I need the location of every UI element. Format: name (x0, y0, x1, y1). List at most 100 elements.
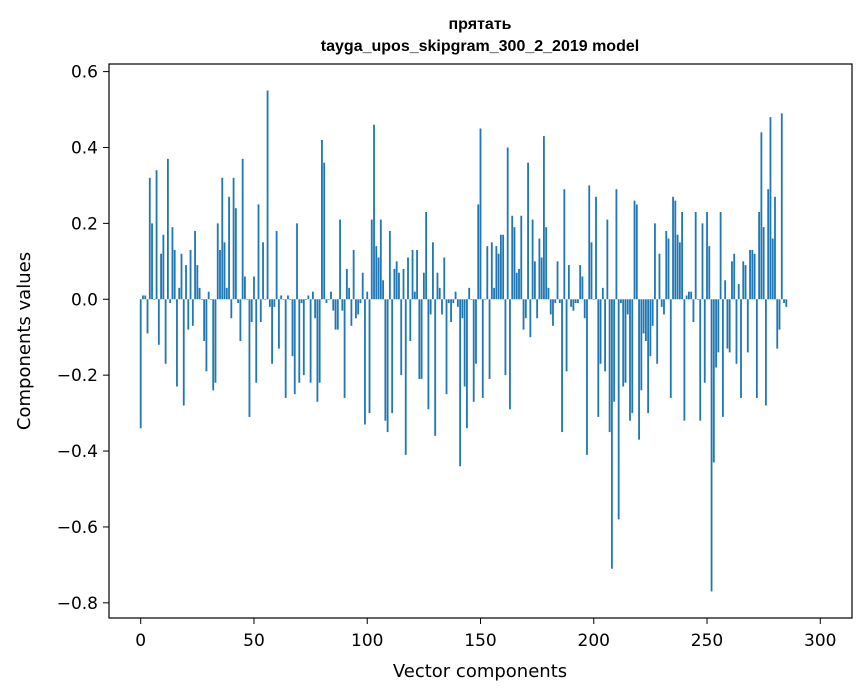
bar-151 (481, 299, 484, 398)
x-tick-label: 250 (691, 631, 723, 651)
bar-270 (751, 249, 754, 300)
bar-108 (384, 299, 387, 421)
bar-69 (296, 223, 298, 300)
bar-90 (343, 299, 346, 398)
y-tick-label: 0.2 (71, 214, 98, 234)
bar-207 (608, 299, 611, 433)
bar-204 (601, 287, 604, 300)
bar-231 (663, 299, 665, 315)
bar-111 (391, 299, 394, 414)
bar-224 (647, 299, 650, 414)
bar-113 (395, 261, 398, 300)
bar-156 (493, 287, 495, 300)
bar-114 (398, 272, 400, 300)
bar-234 (669, 299, 672, 398)
x-axis-label: Vector components (393, 661, 567, 682)
bar-64 (284, 299, 287, 398)
bar-174 (533, 261, 536, 300)
bar-39 (228, 196, 230, 300)
bar-56 (266, 90, 269, 300)
bar-267 (744, 265, 747, 300)
bar-12 (166, 158, 169, 300)
bar-24 (194, 230, 196, 300)
y-tick-label: −0.8 (57, 594, 98, 614)
bar-133 (441, 299, 443, 315)
bar-160 (502, 234, 505, 300)
bar-23 (191, 299, 194, 326)
bar-178 (543, 136, 545, 300)
bar-100 (366, 291, 369, 300)
bar-159 (499, 234, 502, 300)
bar-104 (375, 246, 378, 300)
bar-74 (307, 295, 310, 300)
bar-158 (497, 253, 500, 300)
bar-277 (767, 189, 770, 300)
chart-title: прятать (449, 16, 512, 33)
bar-194 (579, 265, 582, 300)
y-tick-label: −0.4 (57, 442, 98, 462)
bar-148 (475, 299, 477, 364)
bar-140 (456, 299, 459, 307)
bar-219 (635, 204, 638, 300)
bar-130 (434, 299, 437, 436)
bar-268 (746, 299, 749, 353)
bar-67 (291, 299, 294, 357)
bar-197 (586, 299, 588, 455)
bar-81 (323, 162, 326, 300)
bar-79 (318, 299, 321, 383)
bar-163 (509, 299, 511, 410)
bar-107 (382, 280, 384, 300)
bar-49 (250, 299, 253, 323)
bar-128 (429, 299, 432, 315)
bar-26 (198, 287, 201, 300)
bar-154 (488, 299, 491, 379)
bar-161 (504, 299, 507, 376)
bar-72 (302, 299, 305, 376)
bar-118 (407, 257, 409, 300)
y-tick-label: −0.6 (57, 518, 98, 538)
x-tick-label: 100 (351, 631, 383, 651)
bar-101 (368, 299, 371, 414)
bar-239 (681, 211, 684, 300)
bar-30 (207, 291, 210, 300)
bar-88 (339, 219, 341, 300)
bar-96 (357, 299, 360, 315)
bar-85 (332, 299, 335, 311)
bar-82 (325, 299, 328, 304)
bar-131 (436, 272, 439, 300)
bar-135 (445, 299, 448, 395)
bar-66 (289, 299, 292, 300)
bar-102 (370, 219, 373, 300)
bar-245 (694, 211, 697, 300)
y-axis: −0.8 −0.6 −0.4 −0.2 0.0 0.2 0.4 0.6 (57, 63, 109, 614)
bar-5 (151, 223, 153, 300)
bar-191 (572, 299, 575, 311)
bar-168 (520, 215, 523, 300)
bar-37 (223, 242, 226, 300)
bar-283 (780, 113, 783, 300)
y-axis-label: Components values (14, 252, 35, 430)
bar-175 (536, 299, 539, 319)
bar-99 (364, 299, 366, 425)
bar-110 (388, 230, 391, 300)
bar-132 (438, 287, 441, 300)
bar-185 (558, 299, 561, 304)
bar-123 (418, 299, 421, 379)
bar-112 (393, 268, 396, 300)
bar-145 (468, 287, 471, 300)
bar-77 (314, 299, 317, 319)
bar-201 (595, 196, 597, 300)
bar-147 (472, 299, 475, 402)
bar-227 (654, 223, 656, 300)
bar-44 (239, 299, 242, 341)
bar-18 (180, 253, 183, 300)
bar-91 (345, 268, 348, 300)
bar-271 (753, 253, 756, 300)
bar-80 (321, 139, 323, 300)
bar-242 (688, 291, 690, 300)
bar-282 (778, 299, 781, 330)
bar-65 (287, 295, 289, 300)
bar-58 (271, 299, 273, 364)
bar-121 (413, 291, 416, 300)
bar-193 (577, 299, 579, 304)
